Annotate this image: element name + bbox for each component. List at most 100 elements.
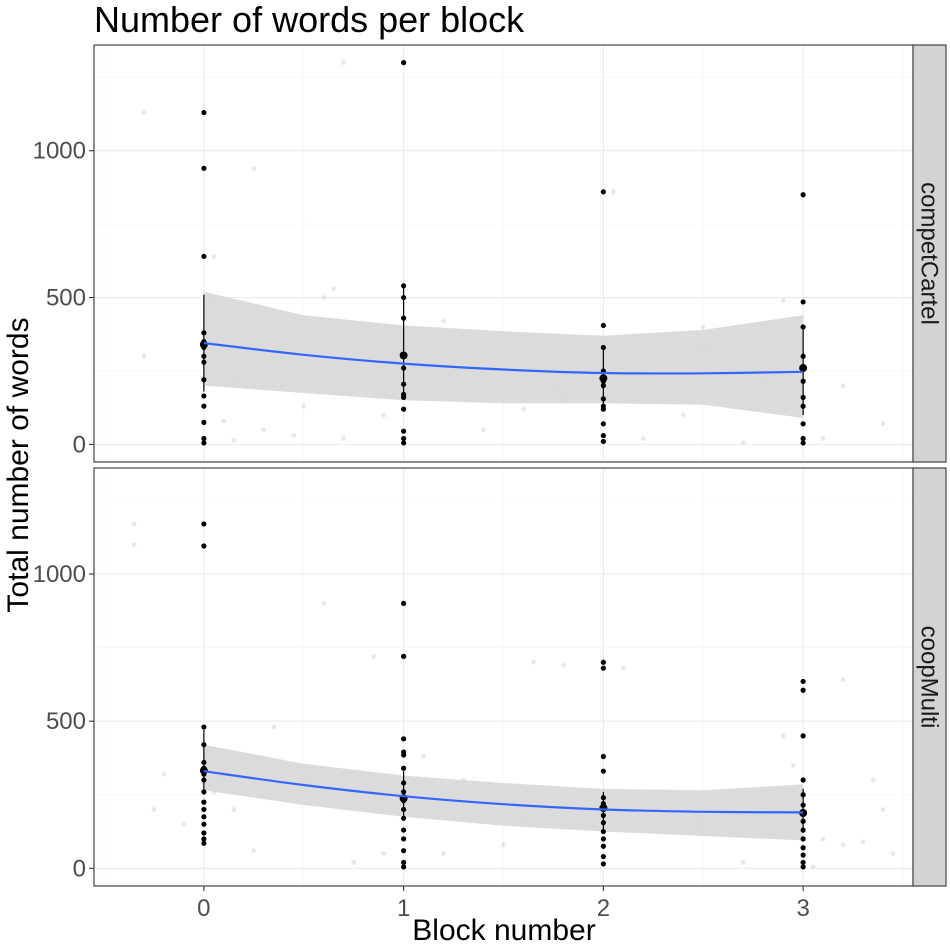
data-point	[600, 836, 606, 842]
data-point	[401, 60, 407, 66]
y-tick-label: 1000	[33, 138, 86, 165]
jitter-point	[620, 665, 626, 671]
data-point	[401, 864, 407, 870]
data-point	[201, 403, 207, 409]
jitter-point	[141, 353, 147, 359]
smooth-line	[203, 342, 804, 375]
x-axis: 0 1 2 3	[197, 886, 810, 922]
data-point	[600, 861, 606, 867]
jitter-point	[820, 836, 826, 842]
data-point	[401, 827, 407, 833]
data-point	[201, 799, 207, 805]
jitter-point	[321, 295, 327, 300]
data-point	[600, 753, 606, 760]
data-point	[401, 653, 407, 659]
mean-point	[199, 340, 208, 349]
data-point	[401, 836, 407, 842]
data-point	[600, 322, 606, 329]
mean-point	[599, 374, 608, 383]
data-point	[401, 859, 407, 866]
data-point	[800, 440, 806, 446]
data-point	[600, 421, 606, 427]
data-point	[800, 777, 806, 783]
jitter-point	[640, 436, 646, 441]
data-point	[600, 189, 606, 195]
data-point	[201, 724, 207, 730]
jitter-point	[610, 189, 616, 195]
jitter-point	[331, 286, 337, 292]
data-point	[401, 440, 407, 446]
jitter-point	[211, 254, 217, 259]
mean-point	[399, 351, 408, 360]
data-point	[401, 752, 407, 758]
data-point	[401, 600, 407, 607]
jitter-point	[481, 427, 486, 433]
panel-competCartel: 0 500 1000 competCartel	[33, 44, 947, 463]
data-point	[201, 253, 207, 260]
data-point	[401, 765, 407, 771]
data-point	[800, 733, 806, 739]
jitter-point	[421, 754, 426, 759]
facet-strip	[912, 467, 947, 887]
jitter-point	[810, 864, 816, 870]
jitter-point	[301, 403, 307, 409]
data-point	[201, 840, 207, 846]
jitter-point	[381, 412, 387, 418]
facet-strip	[912, 44, 947, 463]
data-point	[800, 299, 806, 305]
y-tick-label: 0	[73, 431, 86, 458]
data-point	[201, 440, 207, 446]
data-point	[401, 428, 407, 434]
facet-label: coopMulti	[916, 626, 943, 729]
panel-coopMulti: 0 500 1000 coopMulti	[33, 467, 947, 887]
data-point	[201, 814, 207, 820]
data-point	[600, 438, 606, 445]
jitter-point	[341, 60, 347, 66]
y-tick-label: 500	[46, 708, 86, 735]
data-point	[800, 852, 806, 858]
data-point	[201, 419, 207, 425]
jitter-point	[780, 733, 786, 739]
jitter-point	[880, 421, 886, 427]
jitter-point	[321, 601, 327, 606]
jitter-point	[291, 433, 297, 438]
data-point	[800, 687, 806, 693]
data-point	[800, 421, 806, 427]
jitter-point	[521, 406, 526, 412]
data-point	[201, 821, 207, 827]
data-point	[201, 165, 207, 171]
jitter-point	[151, 807, 157, 812]
jitter-point	[221, 418, 227, 424]
jitter-point	[261, 427, 267, 433]
jitter-point	[870, 777, 876, 783]
confidence-ribbon	[203, 744, 804, 841]
y-tick-label: 0	[73, 855, 86, 882]
data-point	[800, 864, 806, 870]
data-point	[201, 543, 207, 549]
data-point	[800, 678, 806, 685]
mean-point	[199, 766, 208, 775]
jitter-point	[880, 807, 886, 812]
jitter-point	[561, 662, 566, 668]
jitter-point	[501, 842, 506, 848]
facet-label: competCartel	[916, 182, 943, 325]
jitter-point	[341, 436, 347, 441]
data-point	[201, 836, 207, 842]
jitter-point	[820, 436, 826, 441]
y-axis-title: Total number of words	[2, 317, 35, 612]
data-point	[401, 406, 407, 412]
data-point	[401, 736, 407, 742]
mean-point	[599, 803, 608, 812]
jitter-point	[251, 848, 257, 854]
jitter-point	[371, 653, 377, 659]
jitter-point	[381, 851, 387, 857]
jitter-point	[840, 842, 846, 848]
jitter-point	[351, 860, 357, 865]
jitter-point	[271, 724, 277, 730]
data-point	[600, 665, 606, 671]
y-tick-label: 500	[46, 285, 86, 312]
jitter-point	[840, 677, 846, 683]
data-point	[800, 859, 806, 866]
jitter-point	[161, 771, 167, 777]
